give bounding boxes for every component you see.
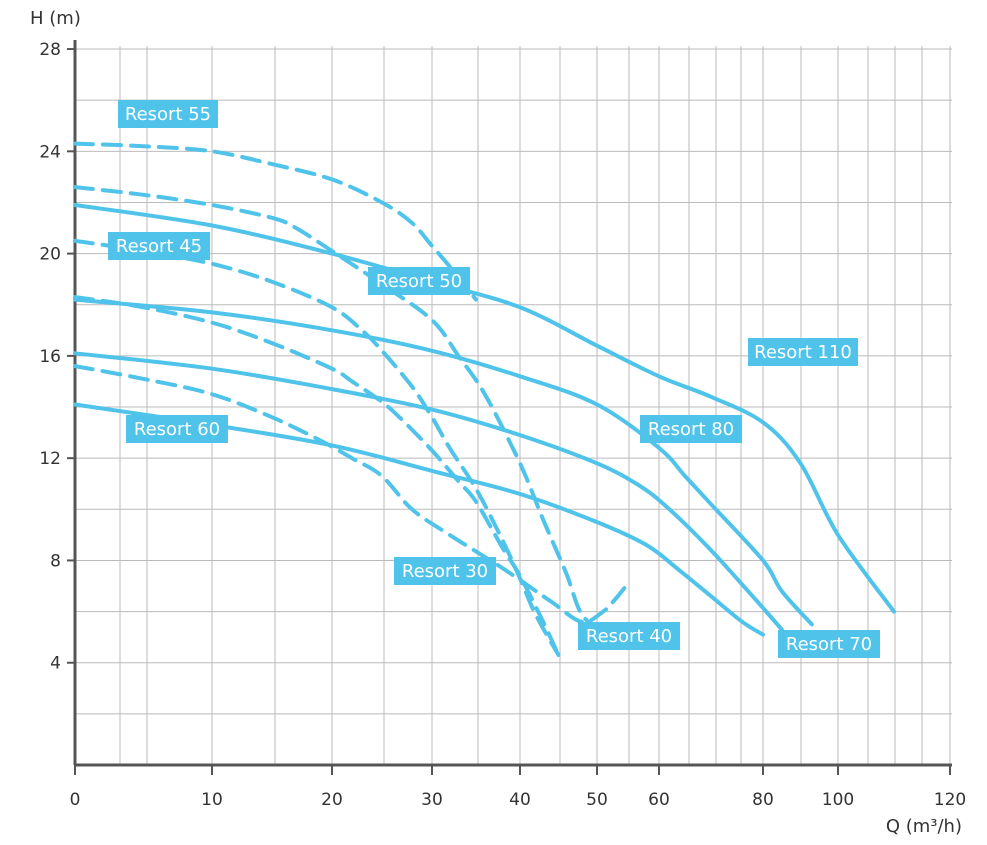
x-tick-label: 10 <box>201 790 223 810</box>
x-tick-label: 60 <box>648 790 670 810</box>
series-line-resort-60 <box>73 402 765 637</box>
series-line-resort-110 <box>73 203 896 614</box>
curve-label-box <box>368 267 470 295</box>
curve-label-text: Resort 30 <box>402 561 488 582</box>
x-tick-label: 100 <box>822 790 854 810</box>
curve-label-box <box>394 557 496 585</box>
series <box>73 141 896 657</box>
curve-label-resort-45: Resort 45 <box>108 232 210 260</box>
curve-label-box <box>578 622 680 650</box>
y-tick-label: 28 <box>39 40 61 60</box>
series-line-resort-40 <box>73 364 630 625</box>
x-tick-label: 20 <box>321 790 343 810</box>
curve-label-box <box>640 415 742 443</box>
x-tick-label: 30 <box>421 790 443 810</box>
series-line-resort-80 <box>73 297 814 627</box>
y-tick-label: 16 <box>39 347 61 367</box>
series-line-resort-30 <box>73 295 561 657</box>
x-tick-label: 50 <box>586 790 608 810</box>
curve-label-box <box>778 630 880 658</box>
curve-label-text: Resort 40 <box>586 626 672 647</box>
curve-label-resort-40: Resort 40 <box>578 622 680 650</box>
x-axis-title: Q (m³/h) <box>886 816 962 837</box>
curve-label-box <box>126 415 228 443</box>
curve-label-resort-70: Resort 70 <box>778 630 880 658</box>
curve-label-text: Resort 110 <box>754 342 852 363</box>
curve-label-text: Resort 45 <box>116 236 202 257</box>
y-tick-label: 20 <box>39 245 61 265</box>
curve-label-box <box>748 338 858 366</box>
y-tick-label: 4 <box>50 654 61 674</box>
y-tick-label: 12 <box>39 449 61 469</box>
curve-labels: Resort 55 Resort 45 Resort 50 Resort 110 Res… <box>108 100 880 658</box>
curve-label-text: Resort 55 <box>125 104 211 125</box>
curve-label-resort-55: Resort 55 <box>118 100 218 128</box>
x-tick-label: 80 <box>752 790 774 810</box>
curve-label-box <box>108 232 210 260</box>
series-line-resort-50 <box>73 185 606 634</box>
curve-label-text: Resort 70 <box>786 634 872 655</box>
curve-label-resort-30: Resort 30 <box>394 557 496 585</box>
x-tick-label: 120 <box>934 790 966 810</box>
curve-label-resort-60: Resort 60 <box>126 415 228 443</box>
curve-label-text: Resort 80 <box>648 419 734 440</box>
axes: H (m) Q (m³/h) 4 8 12 16 20 24 28 0 10 20 30 40 50 60… <box>30 8 966 837</box>
x-tick-label: 0 <box>70 790 81 810</box>
curve-label-resort-80: Resort 80 <box>640 415 742 443</box>
y-tick-label: 24 <box>39 142 61 162</box>
y-tick-label: 8 <box>50 551 61 571</box>
series-line-resort-70 <box>73 351 784 632</box>
curve-label-box <box>118 100 218 128</box>
series-line-resort-55 <box>73 141 478 302</box>
curve-label-text: Resort 50 <box>376 271 462 292</box>
y-axis-title: H (m) <box>30 8 81 29</box>
curve-label-resort-50: Resort 50 <box>368 267 470 295</box>
series-line-resort-45 <box>73 238 561 657</box>
curve-label-text: Resort 60 <box>134 419 220 440</box>
x-tick-label: 40 <box>509 790 531 810</box>
curve-label-resort-110: Resort 110 <box>748 338 858 366</box>
